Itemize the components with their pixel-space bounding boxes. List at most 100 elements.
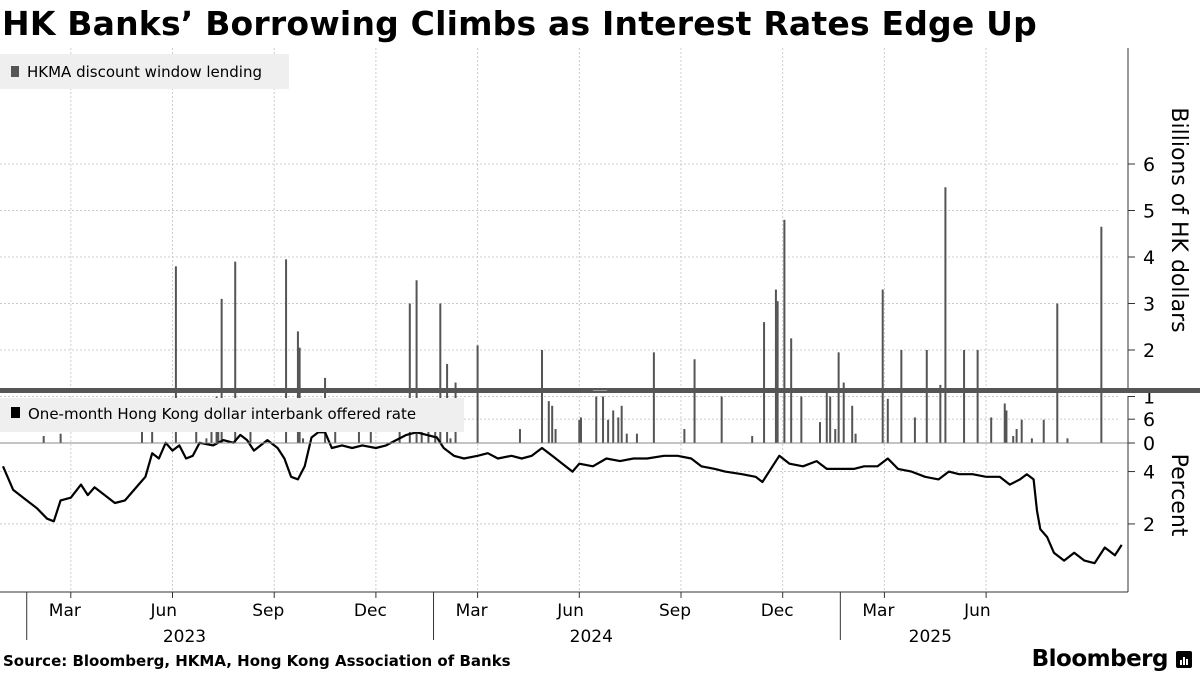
bar: [1005, 410, 1008, 443]
bar: [913, 417, 916, 443]
top-ytick-label: 4: [1143, 247, 1155, 269]
bar: [59, 433, 62, 443]
line-legend-box: [0, 398, 464, 432]
bar: [625, 433, 628, 443]
bar: [851, 405, 854, 443]
source-note: Source: Bloomberg, HKMA, Hong Kong Assoc…: [3, 652, 511, 670]
x-tick-label: Sep: [659, 601, 691, 621]
bar: [174, 266, 177, 443]
x-year-label: 2025: [909, 627, 952, 645]
bar: [776, 301, 779, 443]
bottom-ytick-label: 6: [1143, 409, 1155, 431]
line-legend-label: One-month Hong Kong dollar interbank off…: [28, 405, 416, 423]
x-tick-label: Dec: [761, 601, 794, 621]
bar: [976, 350, 979, 443]
grid-layer: [0, 48, 1118, 592]
bar: [1030, 438, 1033, 443]
bar: [547, 401, 550, 443]
bar: [220, 298, 223, 443]
x-tick-label: Jun: [150, 601, 178, 621]
bar: [620, 405, 623, 443]
chart-title: HK Banks’ Borrowing Climbs as Interest R…: [2, 4, 1037, 43]
bar: [886, 398, 889, 443]
x-tick-label: Jun: [556, 601, 584, 621]
x-tick-label: Sep: [252, 601, 284, 621]
x-tick-label: Dec: [354, 601, 387, 621]
line-axis-title: Percent: [1166, 454, 1191, 537]
bar: [612, 410, 615, 443]
line-layer: [1, 431, 1123, 565]
bar: [720, 396, 723, 443]
x-year-label: 2023: [163, 627, 206, 645]
bar: [298, 347, 301, 443]
bar: [774, 289, 777, 443]
bar: [881, 289, 884, 443]
bar: [963, 350, 966, 443]
bar: [1015, 429, 1018, 443]
bar: [617, 417, 620, 443]
bar: [990, 417, 993, 443]
bar: [635, 433, 638, 443]
bar: [595, 396, 598, 443]
bar: [234, 261, 237, 443]
bar: [925, 350, 928, 443]
bar: [763, 322, 766, 443]
x-tick-label: Jun: [963, 601, 991, 621]
bar: [602, 396, 605, 443]
bar: [420, 429, 423, 443]
bar: [1042, 419, 1045, 443]
bar: [551, 405, 554, 443]
bar: [554, 429, 557, 443]
bar: [1066, 438, 1069, 443]
bar: [693, 359, 696, 443]
bar: [900, 350, 903, 443]
bar-legend-box: [0, 54, 289, 89]
bottom-ytick-label: 4: [1143, 462, 1155, 484]
bar: [579, 417, 582, 443]
bar: [834, 429, 837, 443]
top-ytick-label: 3: [1143, 294, 1155, 316]
bar: [285, 259, 288, 443]
bar: [578, 419, 581, 443]
bar: [1012, 436, 1015, 443]
bar: [800, 396, 803, 443]
bar: [751, 436, 754, 443]
bar: [210, 431, 213, 443]
bar: [837, 352, 840, 443]
bar: [818, 422, 821, 443]
bar: [415, 280, 418, 443]
line-legend-swatch: [11, 407, 20, 418]
bar: [541, 350, 544, 443]
bar: [427, 424, 430, 443]
bar: [449, 438, 452, 443]
x-year-label: 2024: [570, 627, 613, 645]
bar: [476, 345, 479, 443]
bar: [652, 352, 655, 443]
top-ytick-label: 0: [1143, 433, 1155, 455]
bar-legend-label: HKMA discount window lending: [27, 63, 262, 81]
bar: [302, 438, 305, 443]
bar: [42, 436, 45, 443]
bar: [1020, 419, 1023, 443]
bar: [439, 303, 442, 443]
bar: [217, 429, 220, 443]
bar: [944, 187, 947, 443]
bar: [1056, 303, 1059, 443]
bar: [1100, 226, 1103, 443]
bar: [408, 303, 411, 443]
bar: [939, 384, 942, 443]
x-tick-label: Mar: [862, 601, 894, 621]
bloomberg-logo: Bloomberg: [1031, 646, 1169, 672]
bottom-ytick-label: 2: [1143, 514, 1155, 536]
top-ytick-label: 6: [1143, 154, 1155, 176]
bar: [783, 219, 786, 443]
bar: [607, 419, 610, 443]
bar: [825, 391, 828, 443]
bloomberg-chart-icon: [1176, 651, 1192, 668]
hibor-series-line: [1, 431, 1123, 565]
bar: [1003, 403, 1006, 443]
bar: [518, 429, 521, 443]
bar: [296, 331, 299, 443]
